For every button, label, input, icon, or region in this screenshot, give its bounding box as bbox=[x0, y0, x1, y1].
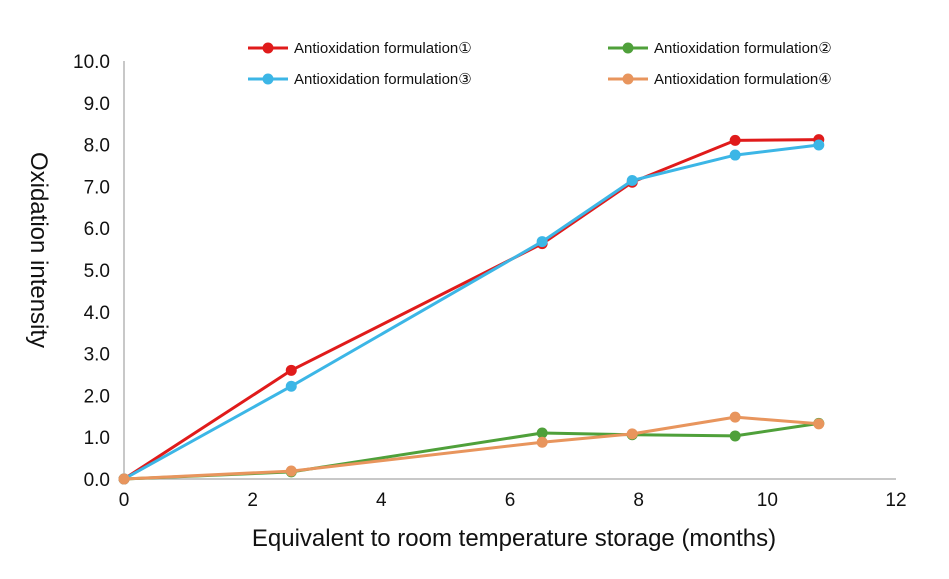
data-point bbox=[285, 465, 297, 477]
data-point bbox=[729, 430, 741, 442]
legend-swatch-marker bbox=[262, 73, 274, 85]
data-point bbox=[813, 139, 825, 151]
data-point bbox=[813, 418, 825, 430]
series bbox=[118, 134, 825, 485]
y-axis-title: Oxidation intensity bbox=[25, 152, 52, 348]
legend-swatch-marker bbox=[262, 42, 274, 54]
x-tick-label: 4 bbox=[376, 490, 387, 511]
y-tick-label: 5.0 bbox=[84, 261, 110, 282]
data-point bbox=[536, 436, 548, 448]
tick-labels: 0 2 4 6 8 10 12 0.0 1.0 2.0 3.0 4.0 5.0 6.0 7.0 8.0 9.0 1… bbox=[73, 52, 907, 511]
legend-item: Antioxidation formulation④ bbox=[608, 71, 832, 88]
series-3 bbox=[118, 139, 825, 485]
y-tick-label: 3.0 bbox=[84, 345, 110, 366]
data-point bbox=[729, 134, 741, 146]
y-tick-label: 6.0 bbox=[84, 219, 110, 240]
axes bbox=[123, 61, 896, 480]
x-tick-label: 2 bbox=[247, 490, 258, 511]
y-tick-label: 2.0 bbox=[84, 386, 110, 407]
legend-swatch-marker bbox=[622, 73, 634, 85]
legend-swatch-marker bbox=[622, 42, 634, 54]
x-tick-label: 10 bbox=[757, 490, 778, 511]
series-4 bbox=[118, 411, 825, 485]
data-point bbox=[285, 364, 297, 376]
y-tick-label: 10.0 bbox=[73, 52, 110, 73]
y-tick-label: 0.0 bbox=[84, 470, 110, 491]
data-point bbox=[536, 427, 548, 439]
legend: Antioxidation formulation① Antioxidation … bbox=[248, 40, 832, 88]
x-axis-title: Equivalent to room temperature storage (… bbox=[252, 525, 776, 552]
series-line bbox=[123, 415, 819, 481]
legend-label: Antioxidation formulation② bbox=[654, 40, 832, 57]
legend-label: Antioxidation formulation① bbox=[294, 40, 472, 57]
series-1 bbox=[118, 134, 825, 485]
series-line bbox=[123, 143, 819, 481]
y-tick-label: 8.0 bbox=[84, 136, 110, 157]
data-point bbox=[285, 380, 297, 392]
legend-label: Antioxidation formulation④ bbox=[654, 71, 832, 88]
legend-item: Antioxidation formulation③ bbox=[248, 71, 472, 88]
data-point bbox=[118, 473, 130, 485]
legend-label: Antioxidation formulation③ bbox=[294, 71, 472, 88]
data-point bbox=[626, 175, 638, 187]
x-tick-label: 0 bbox=[119, 490, 130, 511]
x-tick-label: 8 bbox=[633, 490, 644, 511]
x-tick-label: 6 bbox=[505, 490, 516, 511]
y-tick-label: 1.0 bbox=[84, 428, 110, 449]
data-point bbox=[626, 428, 638, 440]
data-point bbox=[536, 236, 548, 248]
y-tick-label: 4.0 bbox=[84, 303, 110, 324]
x-tick-label: 12 bbox=[885, 490, 906, 511]
data-point bbox=[729, 411, 741, 423]
series-line bbox=[123, 138, 819, 481]
legend-item: Antioxidation formulation① bbox=[248, 40, 472, 57]
legend-item: Antioxidation formulation② bbox=[608, 40, 832, 57]
y-tick-label: 9.0 bbox=[84, 94, 110, 115]
data-point bbox=[729, 149, 741, 161]
y-tick-label: 7.0 bbox=[84, 177, 110, 198]
